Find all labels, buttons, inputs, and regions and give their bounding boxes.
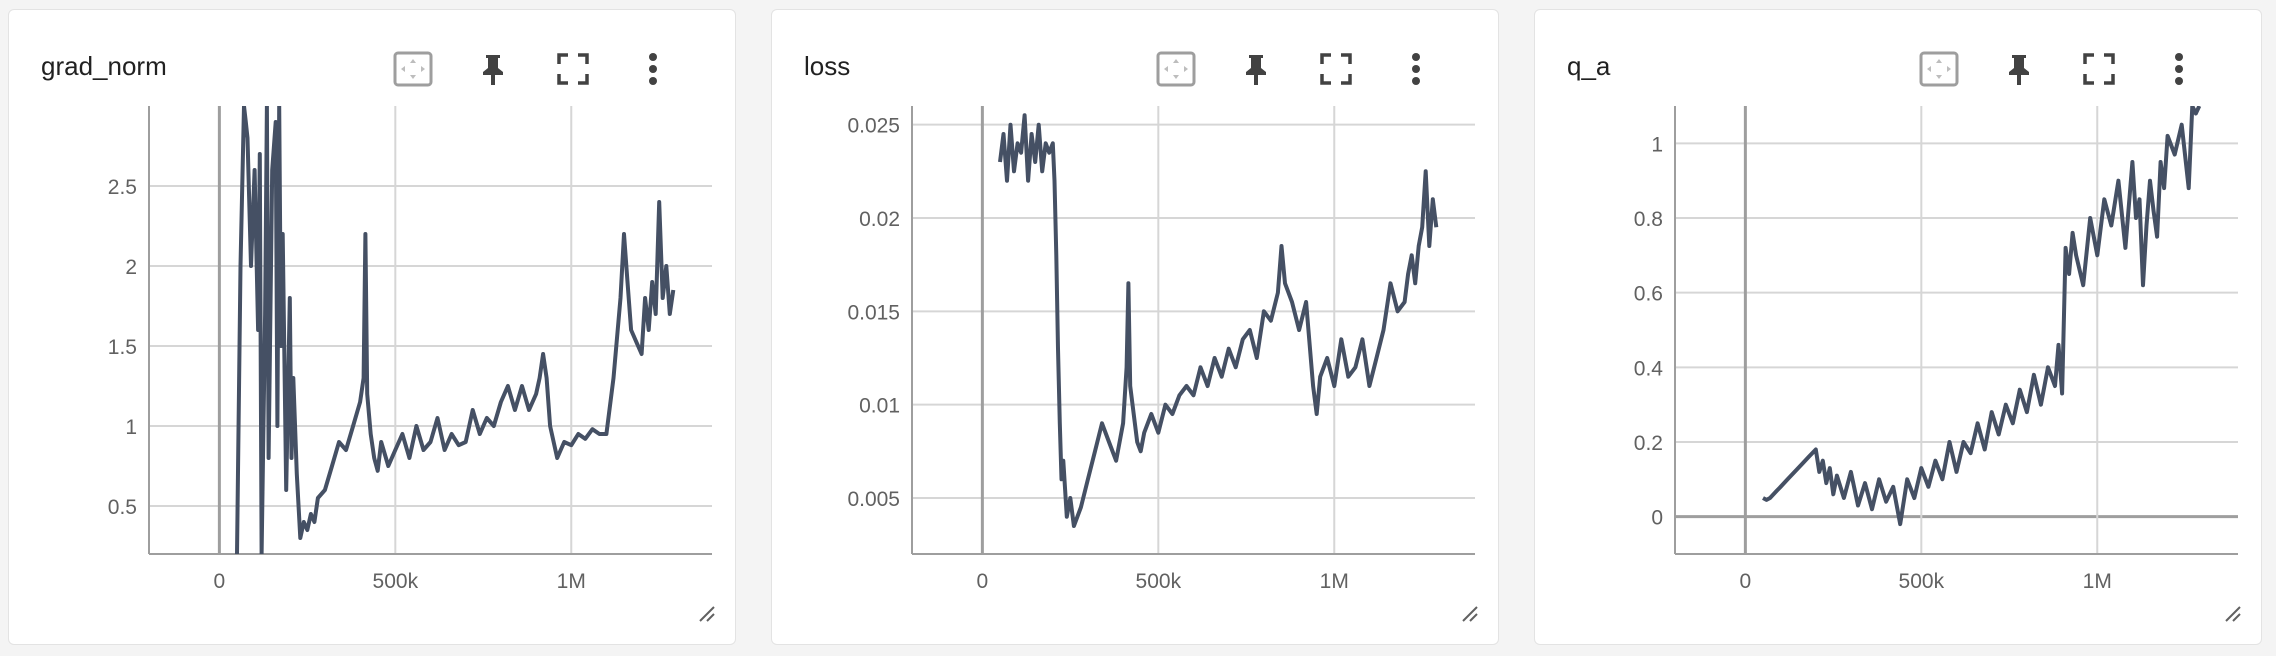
pin-button[interactable]	[1236, 50, 1276, 88]
fit-domain-button[interactable]	[393, 50, 433, 88]
y-tick-label: 0	[1651, 507, 1663, 530]
card-title: q_a	[1567, 51, 1611, 81]
more-vert-icon	[2175, 53, 2183, 85]
fit-domain-icon	[1919, 51, 1959, 87]
fullscreen-button[interactable]	[553, 50, 593, 88]
y-tick-label: 0.4	[1634, 357, 1664, 380]
y-tick-label: 0.025	[847, 115, 900, 138]
resize-handle[interactable]	[2223, 604, 2241, 622]
x-tick-label: 1M	[1320, 570, 1349, 593]
fullscreen-button[interactable]	[1316, 50, 1356, 88]
pin-button[interactable]	[473, 50, 513, 88]
x-tick-label: 500k	[1136, 570, 1182, 593]
x-tick-label: 0	[1740, 570, 1752, 593]
resize-handle-icon	[1462, 606, 1478, 622]
y-tick-label: 0.2	[1634, 432, 1663, 455]
y-tick-label: 1.5	[108, 336, 137, 359]
x-tick-label: 0	[214, 570, 226, 593]
fullscreen-icon	[557, 53, 589, 85]
resize-handle-icon	[699, 606, 715, 622]
series-line	[1762, 106, 2202, 527]
line-chart[interactable]: 0.005 0.01 0.015 0.02 0.025 0 500k 1M	[772, 10, 1500, 646]
more-options-button[interactable]	[1396, 50, 1436, 88]
series-line	[998, 113, 1439, 528]
pin-icon	[483, 55, 503, 85]
pin-button[interactable]	[1999, 50, 2039, 88]
y-tick-label: 0.8	[1634, 208, 1663, 231]
more-options-button[interactable]	[2159, 50, 2199, 88]
fullscreen-icon	[1320, 53, 1352, 85]
more-options-button[interactable]	[633, 50, 673, 88]
fullscreen-icon	[2083, 53, 2115, 85]
series-line	[235, 106, 676, 554]
y-tick-label: 1	[1651, 133, 1663, 156]
resize-handle-icon	[2225, 606, 2241, 622]
line-chart[interactable]: 0.5 1 1.5 2 2.5 0 500k 1M	[9, 10, 737, 646]
fit-domain-button[interactable]	[1919, 50, 1959, 88]
scalar-card: 0.5 1 1.5 2 2.5 0 500k 1M grad_norm	[8, 9, 736, 645]
resize-handle[interactable]	[1460, 604, 1478, 622]
fullscreen-button[interactable]	[2079, 50, 2119, 88]
x-tick-label: 0	[977, 570, 989, 593]
line-chart[interactable]: 0 0.2 0.4 0.6 0.8 1 0 500k 1M	[1535, 10, 2263, 646]
fit-domain-icon	[1156, 51, 1196, 87]
card-title: loss	[804, 51, 851, 81]
scalar-card: 0 0.2 0.4 0.6 0.8 1 0 500k 1M q_a	[1534, 9, 2262, 645]
y-tick-label: 0.5	[108, 496, 137, 519]
x-tick-label: 1M	[2083, 570, 2112, 593]
x-tick-label: 500k	[373, 570, 419, 593]
y-tick-label: 0.01	[859, 395, 900, 418]
y-tick-label: 2.5	[108, 176, 137, 199]
more-vert-icon	[649, 53, 657, 85]
fit-domain-button[interactable]	[1156, 50, 1196, 88]
resize-handle[interactable]	[697, 604, 715, 622]
y-tick-label: 1	[125, 416, 137, 439]
card-title: grad_norm	[41, 51, 167, 81]
y-tick-label: 0.6	[1634, 283, 1663, 306]
x-tick-label: 1M	[557, 570, 586, 593]
y-tick-label: 2	[125, 256, 137, 279]
fit-domain-icon	[393, 51, 433, 87]
pin-icon	[1246, 55, 1266, 85]
x-tick-label: 500k	[1899, 570, 1945, 593]
y-tick-label: 0.02	[859, 208, 900, 231]
y-tick-label: 0.015	[847, 301, 900, 324]
y-tick-label: 0.005	[847, 488, 900, 511]
pin-icon	[2009, 55, 2029, 85]
more-vert-icon	[1412, 53, 1420, 85]
scalar-card: 0.005 0.01 0.015 0.02 0.025 0 500k 1M loss	[771, 9, 1499, 645]
